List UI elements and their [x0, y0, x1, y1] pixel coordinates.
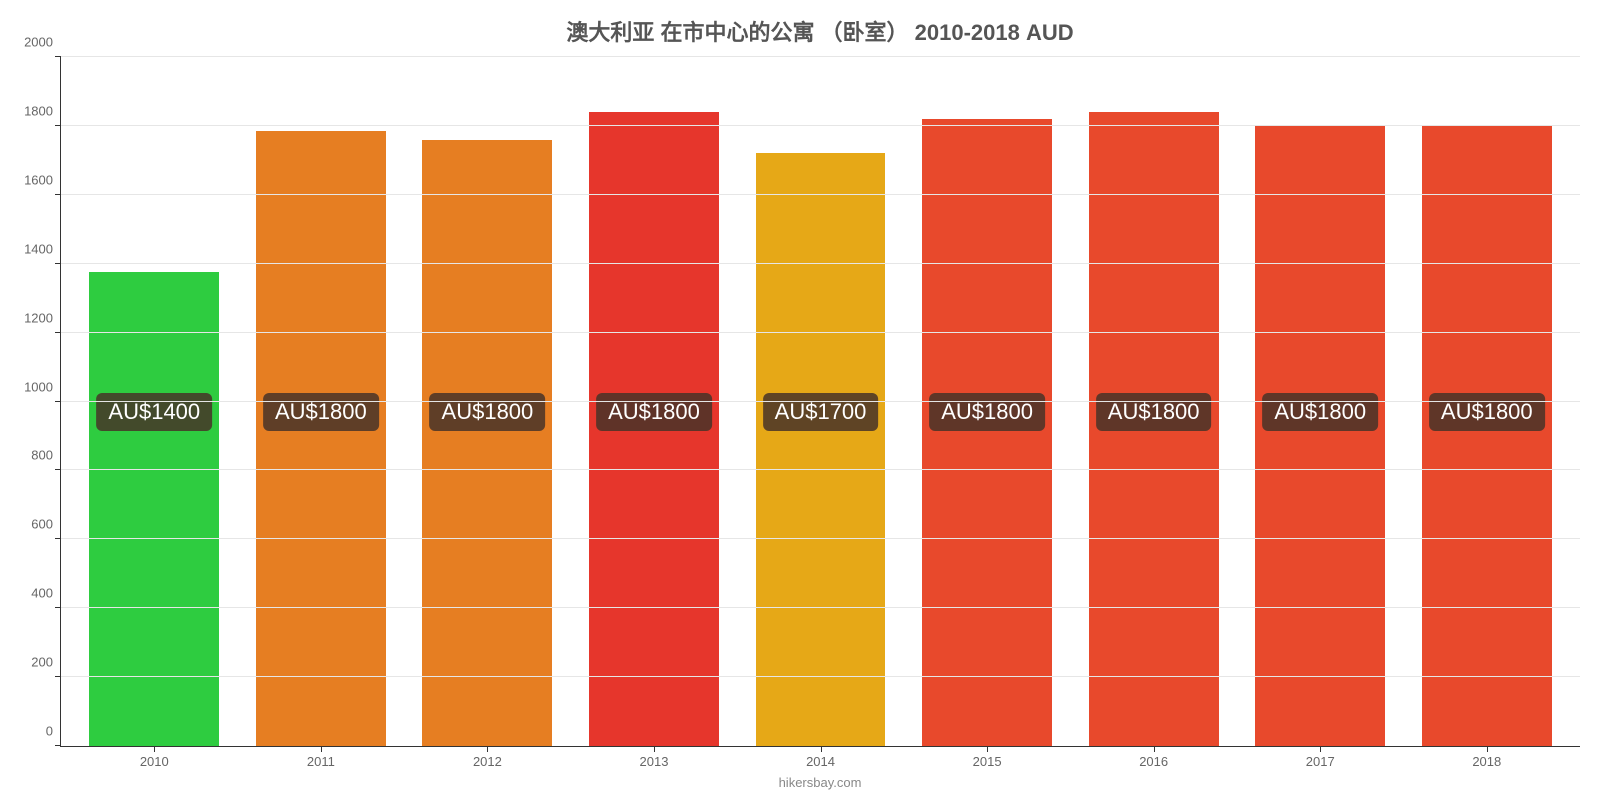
- y-tick-mark: [55, 194, 61, 195]
- bar-slot: AU$18002012: [404, 57, 571, 746]
- chart-caption: hikersbay.com: [60, 775, 1580, 790]
- gridline: [61, 332, 1580, 333]
- y-tick-label: 200: [31, 655, 61, 670]
- x-tick-label: 2016: [1139, 746, 1168, 769]
- y-tick-mark: [55, 676, 61, 677]
- gridline: [61, 469, 1580, 470]
- bar-slot: AU$17002014: [737, 57, 904, 746]
- bar: AU$1700: [756, 153, 886, 746]
- bar-value-label: AU$1800: [596, 393, 712, 431]
- bar-slot: AU$18002017: [1237, 57, 1404, 746]
- gridline: [61, 56, 1580, 57]
- bar: AU$1800: [1255, 126, 1385, 746]
- bar: AU$1800: [1089, 112, 1219, 746]
- gridline: [61, 676, 1580, 677]
- bar-slot: AU$18002018: [1404, 57, 1571, 746]
- y-tick-mark: [55, 332, 61, 333]
- gridline: [61, 194, 1580, 195]
- chart-container: 澳大利亚 在市中心的公寓 （卧室） 2010-2018 AUD AU$14002…: [0, 0, 1600, 800]
- y-tick-mark: [55, 263, 61, 264]
- bar-value-label: AU$1800: [430, 393, 546, 431]
- bar-slot: AU$18002015: [904, 57, 1071, 746]
- bar-slot: AU$18002013: [571, 57, 738, 746]
- bar: AU$1400: [89, 272, 219, 746]
- y-tick-mark: [55, 56, 61, 57]
- bars-layer: AU$14002010AU$18002011AU$18002012AU$1800…: [61, 57, 1580, 746]
- gridline: [61, 263, 1580, 264]
- y-tick-mark: [55, 745, 61, 746]
- y-tick-mark: [55, 538, 61, 539]
- y-tick-label: 600: [31, 517, 61, 532]
- y-tick-mark: [55, 125, 61, 126]
- bar-value-label: AU$1800: [1429, 393, 1545, 431]
- y-tick-label: 1400: [24, 241, 61, 256]
- x-tick-label: 2017: [1306, 746, 1335, 769]
- y-tick-mark: [55, 401, 61, 402]
- bar-value-label: AU$1800: [1096, 393, 1212, 431]
- gridline: [61, 607, 1580, 608]
- gridline: [61, 401, 1580, 402]
- y-tick-label: 800: [31, 448, 61, 463]
- bar-slot: AU$18002011: [238, 57, 405, 746]
- x-tick-label: 2010: [140, 746, 169, 769]
- gridline: [61, 125, 1580, 126]
- bar-value-label: AU$1400: [96, 393, 212, 431]
- chart-title: 澳大利亚 在市中心的公寓 （卧室） 2010-2018 AUD: [60, 15, 1580, 47]
- bar: AU$1800: [256, 131, 386, 746]
- plot-area: AU$14002010AU$18002011AU$18002012AU$1800…: [60, 57, 1580, 747]
- bar-value-label: AU$1700: [763, 393, 879, 431]
- bar-value-label: AU$1800: [1262, 393, 1378, 431]
- y-tick-mark: [55, 607, 61, 608]
- bar: AU$1800: [1422, 126, 1552, 746]
- x-tick-label: 2011: [307, 746, 335, 769]
- y-tick-label: 1800: [24, 103, 61, 118]
- y-tick-label: 1000: [24, 379, 61, 394]
- y-tick-label: 2000: [24, 35, 61, 50]
- y-tick-label: 1200: [24, 310, 61, 325]
- bar: AU$1800: [589, 112, 719, 746]
- x-tick-label: 2015: [973, 746, 1002, 769]
- x-tick-label: 2014: [806, 746, 835, 769]
- y-tick-label: 1600: [24, 172, 61, 187]
- bar: AU$1800: [922, 119, 1052, 746]
- x-tick-label: 2018: [1472, 746, 1501, 769]
- bar-value-label: AU$1800: [263, 393, 379, 431]
- y-tick-label: 400: [31, 586, 61, 601]
- bar-slot: AU$14002010: [71, 57, 238, 746]
- x-tick-label: 2013: [640, 746, 669, 769]
- bar-slot: AU$18002016: [1070, 57, 1237, 746]
- y-tick-mark: [55, 469, 61, 470]
- bar-value-label: AU$1800: [929, 393, 1045, 431]
- gridline: [61, 538, 1580, 539]
- x-tick-label: 2012: [473, 746, 502, 769]
- bar: AU$1800: [422, 140, 552, 746]
- y-tick-label: 0: [46, 724, 61, 739]
